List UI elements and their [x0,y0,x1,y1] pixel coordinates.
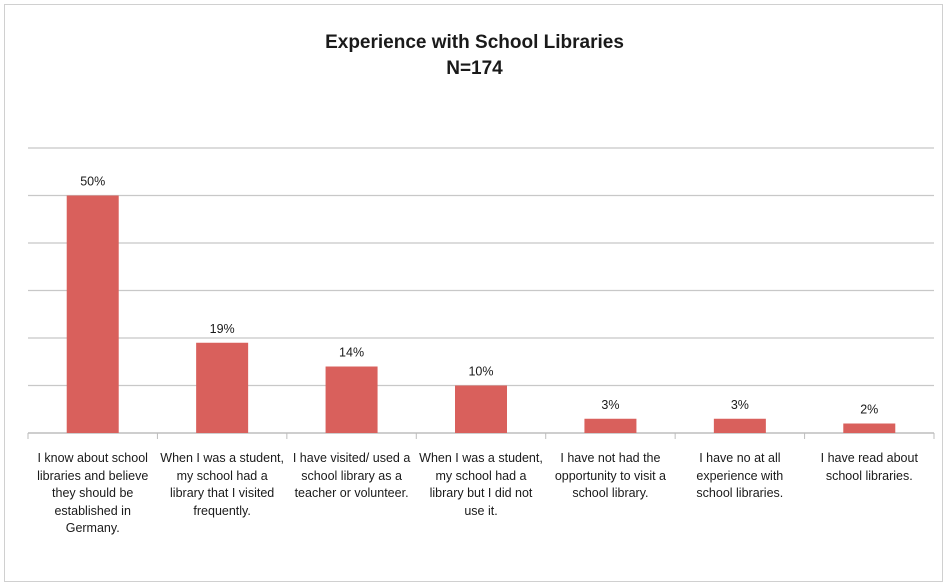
category-label: I have no at all experience with school … [696,451,784,500]
bar [325,366,378,433]
data-label: 19% [210,322,235,336]
bar [66,195,119,433]
data-label: 10% [468,365,493,379]
chart-subtitle: N=174 [446,58,503,79]
data-label: 2% [860,403,878,417]
category-label: I have not had the opportunity to visit … [554,451,666,500]
bar [584,418,637,433]
category-label: When I was a student, my school had a li… [160,451,284,518]
data-label: 14% [339,346,364,360]
chart-frame [4,4,943,582]
data-label: 3% [601,398,619,412]
category-label: I have read about school libraries. [820,451,918,483]
bar [713,418,766,433]
data-label: 50% [80,175,105,189]
bar [843,423,896,433]
category-label: I know about school libraries and believ… [37,451,149,535]
chart-title-block: Experience with School Libraries N=174 [0,30,949,82]
category-label: I have visited/ used a school library as… [292,451,411,500]
category-label: When I was a student, my school had a li… [419,451,543,518]
bar [196,342,249,433]
data-label: 3% [731,398,749,412]
chart-title: Experience with School Libraries [325,32,624,53]
bar [455,385,507,433]
